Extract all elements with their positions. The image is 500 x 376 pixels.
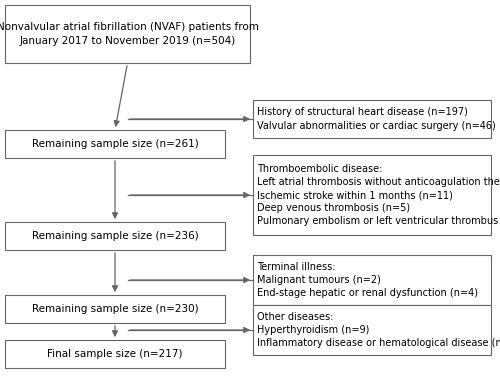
Bar (5, 295, 225, 323)
Bar (5, 340, 225, 368)
Text: Nonvalvular atrial fibrillation (NVAF) patients from
January 2017 to November 20: Nonvalvular atrial fibrillation (NVAF) p… (0, 23, 258, 45)
Bar (5, 222, 225, 250)
Bar (5, 5, 250, 63)
Text: Remaining sample size (n=230): Remaining sample size (n=230) (32, 304, 198, 314)
Bar (253, 305, 491, 355)
Bar (253, 100, 491, 138)
Text: Remaining sample size (n=236): Remaining sample size (n=236) (32, 231, 198, 241)
Text: Terminal illness:
Malignant tumours (n=2)
End-stage hepatic or renal dysfunction: Terminal illness: Malignant tumours (n=2… (257, 262, 478, 298)
Text: Remaining sample size (n=261): Remaining sample size (n=261) (32, 139, 198, 149)
Text: Other diseases:
Hyperthyroidism (n=9)
Inflammatory disease or hematological dise: Other diseases: Hyperthyroidism (n=9) In… (257, 312, 500, 348)
Bar (253, 155, 491, 235)
Bar (5, 130, 225, 158)
Bar (253, 255, 491, 305)
Text: Thromboembolic disease:
Left atrial thrombosis without anticoagulation therapy (: Thromboembolic disease: Left atrial thro… (257, 164, 500, 226)
Text: History of structural heart disease (n=197)
Valvular abnormalities or cardiac su: History of structural heart disease (n=1… (257, 108, 496, 130)
Text: Final sample size (n=217): Final sample size (n=217) (47, 349, 183, 359)
